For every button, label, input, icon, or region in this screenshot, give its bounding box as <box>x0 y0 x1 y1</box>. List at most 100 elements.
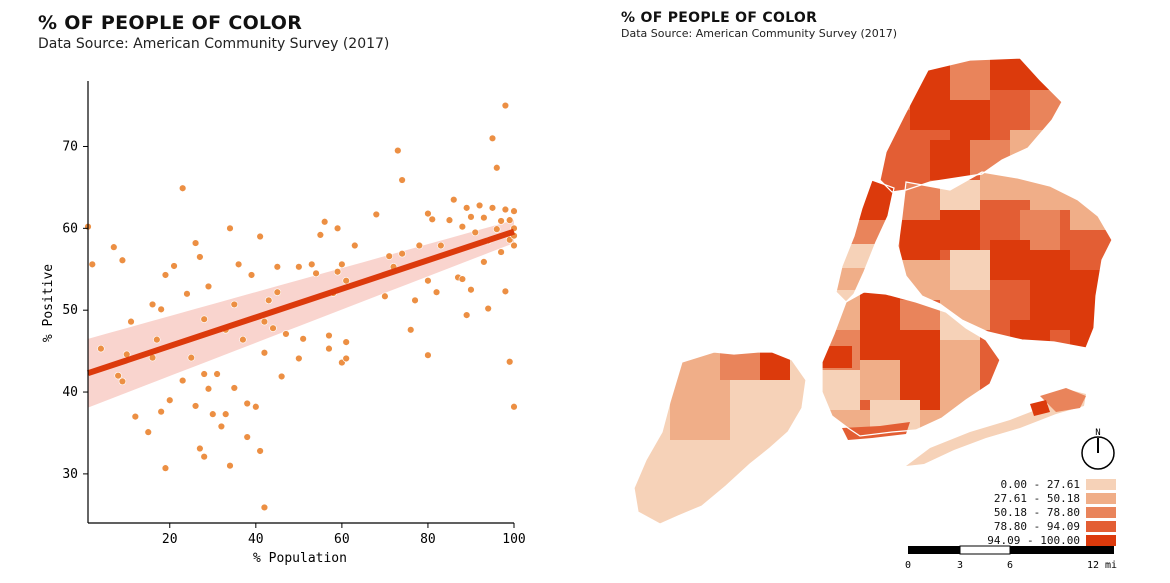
scatter-point <box>428 215 436 224</box>
scatter-point <box>497 248 505 256</box>
x-tick-label: 60 <box>334 532 350 547</box>
scatter-point <box>316 231 325 239</box>
scatter-point <box>342 338 350 346</box>
scatter-point <box>505 216 514 224</box>
scatter-point <box>191 402 200 410</box>
scatter-point <box>501 101 510 110</box>
scatter-point <box>256 447 264 455</box>
scatter-point <box>221 410 230 418</box>
scatter-point <box>127 317 135 326</box>
x-tick-label: 40 <box>248 532 264 547</box>
scatter-point <box>342 354 350 363</box>
scatter-point <box>217 422 226 431</box>
scatter-point <box>157 305 165 314</box>
scatter-point <box>243 433 251 441</box>
scatter-point <box>407 326 415 334</box>
scatter-point <box>200 370 208 378</box>
y-tick-label: 30 <box>62 467 78 482</box>
legend-bin: 94.09 - 100.00 <box>976 533 1116 547</box>
broad-channel-region <box>1030 400 1050 416</box>
scatter-point <box>295 354 303 363</box>
scatter-point <box>450 195 458 204</box>
scatter-point <box>161 271 170 279</box>
scatter-point <box>467 213 475 221</box>
y-tick-label: 50 <box>62 303 78 318</box>
scale-label: 0 <box>905 560 911 571</box>
scatter-point <box>260 503 269 512</box>
legend-bin: 0.00 - 27.61 <box>976 477 1116 491</box>
scatter-point <box>445 216 454 224</box>
scatter-point <box>325 344 333 353</box>
scatter-point <box>510 403 518 411</box>
x-tick-label: 100 <box>502 532 525 547</box>
scatter-point <box>118 377 127 386</box>
scatter-point <box>295 263 303 271</box>
scatter-point <box>200 453 208 461</box>
map-subtitle: Data Source: American Community Survey (… <box>621 27 898 40</box>
scatter-point <box>351 241 359 250</box>
legend-swatch <box>1086 492 1116 504</box>
map-title: % OF PEOPLE OF COLOR <box>621 10 818 26</box>
y-axis-label: % Positive <box>41 264 56 342</box>
scatter-point <box>200 315 208 323</box>
scatter-point <box>144 428 152 436</box>
scatter-point <box>458 222 467 231</box>
scatter-point <box>148 300 157 309</box>
scatter-point <box>226 224 234 233</box>
scatter-point <box>183 290 191 298</box>
legend-bin-label: 78.80 - 94.09 <box>993 519 1080 533</box>
legend-bin: 50.18 - 78.80 <box>976 505 1116 519</box>
legend-swatch <box>1086 520 1116 532</box>
scatter-point <box>153 335 161 344</box>
scatter-point <box>308 260 316 269</box>
legend-bin: 27.61 - 50.18 <box>976 491 1116 505</box>
scatter-point <box>394 146 402 155</box>
scatter-point <box>488 204 497 212</box>
scatter-point <box>411 296 419 305</box>
scatter-point <box>256 232 264 241</box>
scatter-point <box>510 207 518 215</box>
scatter-point <box>247 271 256 279</box>
scatter-point <box>234 260 243 269</box>
scatter-point <box>204 282 213 291</box>
scatter-point <box>497 217 505 225</box>
scatter-point <box>260 317 269 326</box>
scatter-point <box>398 176 406 184</box>
y-tick-label: 70 <box>62 139 78 154</box>
scatter-point <box>269 324 277 332</box>
scatter-point <box>226 462 234 470</box>
scatter-point <box>230 384 239 392</box>
scatter-point <box>415 241 424 250</box>
scatter-point <box>204 385 213 393</box>
scatter-point <box>320 218 329 226</box>
scatter-point <box>467 286 475 294</box>
scatter-point <box>209 410 217 418</box>
scatter-point <box>432 288 441 296</box>
scatter-point <box>510 241 518 250</box>
scatter-point <box>230 300 239 309</box>
scatter-point <box>333 268 342 276</box>
scatter-point <box>424 209 432 218</box>
scatter-point <box>484 304 492 313</box>
scatter-point <box>161 464 170 472</box>
scatter-point <box>196 444 204 453</box>
legend-swatch <box>1086 534 1116 546</box>
scatter-point <box>471 228 479 237</box>
legend-bin-label: 27.61 - 50.18 <box>993 491 1080 505</box>
x-axis-label: % Population <box>253 551 347 566</box>
scatter-point <box>239 335 247 344</box>
scatter-point <box>381 292 389 300</box>
scatter-point <box>488 134 497 142</box>
legend-swatch <box>1086 506 1116 518</box>
scatter-point <box>213 370 221 378</box>
scatter-point <box>325 331 333 340</box>
scale-label: 12 mi <box>1087 560 1117 571</box>
scatter-point <box>493 225 501 233</box>
scatter-chart: 20 40 60 80 100 30 40 50 60 70 % Population % Pos… <box>41 81 526 566</box>
left-chart-title: % OF PEOPLE OF COLOR <box>38 12 303 34</box>
scatter-point <box>243 399 251 408</box>
scatter-point <box>480 213 488 222</box>
choropleth-map: N <box>633 57 1115 525</box>
scatter-point <box>187 353 195 362</box>
scatter-point <box>178 184 187 192</box>
